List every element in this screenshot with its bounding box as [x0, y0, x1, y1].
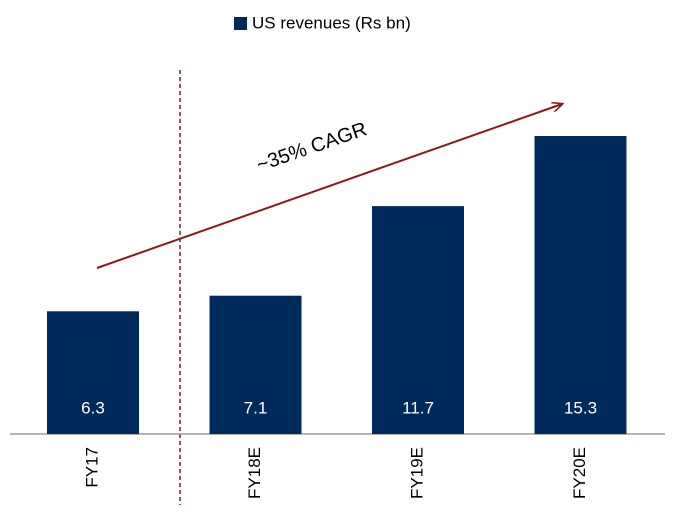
value-label: 15.3	[564, 398, 597, 417]
legend-swatch	[234, 17, 247, 30]
x-tick-label: FY18E	[245, 447, 264, 499]
value-label: 11.7	[402, 398, 434, 417]
trend-arrow	[96, 104, 562, 269]
legend-label: US revenues (Rs bn)	[252, 13, 411, 32]
bar	[534, 136, 627, 434]
x-tick-label: FY20E	[570, 447, 589, 499]
bar	[372, 206, 464, 434]
annotation: ~35% CAGR	[254, 118, 370, 176]
value-label: 7.1	[244, 398, 268, 417]
value-label: 6.3	[81, 398, 105, 417]
x-tick-label: FY17	[82, 447, 101, 488]
x-tick-label: FY19E	[407, 447, 426, 499]
bar	[209, 295, 302, 434]
bar	[47, 311, 139, 434]
